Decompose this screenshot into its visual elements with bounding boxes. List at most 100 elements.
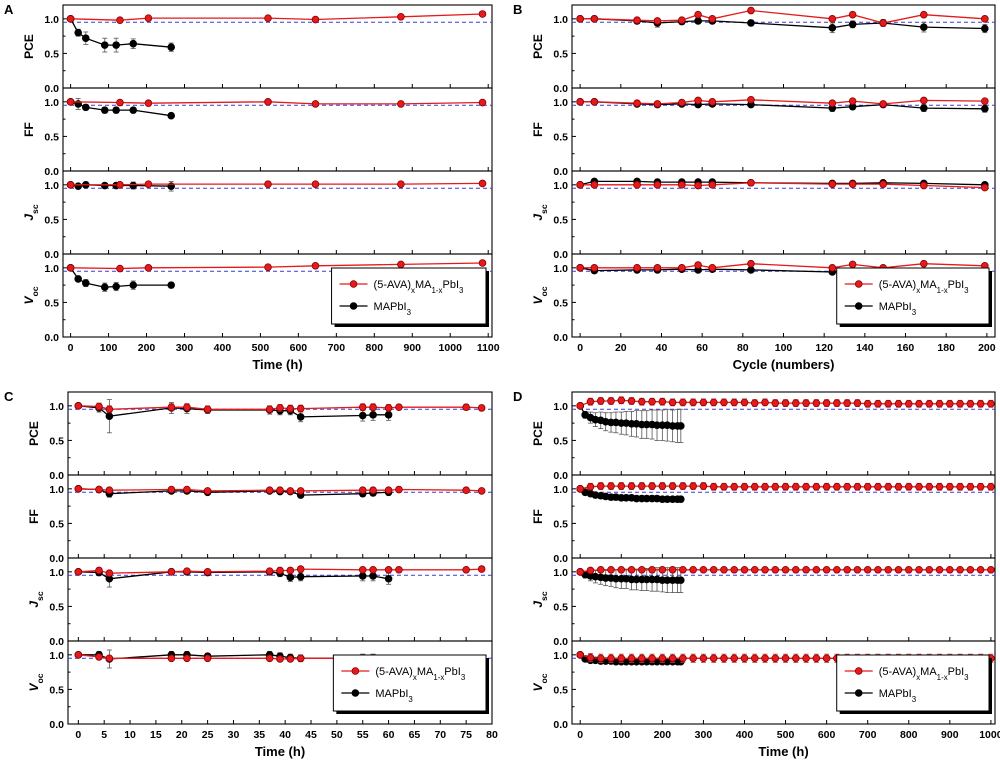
y-axis-label: Voc: [27, 673, 45, 691]
data-point: [822, 482, 831, 491]
data-point: [802, 565, 810, 574]
data-point: [100, 181, 109, 190]
legend-label: (5-AVA)xMA1-xPbI3: [374, 279, 464, 295]
y-axis-label: Jsc: [531, 591, 549, 607]
x-tick-label: 45: [305, 729, 317, 741]
data-point: [81, 103, 90, 112]
data-point: [750, 399, 759, 407]
data-point: [311, 15, 320, 24]
y-tick-label: 0.5: [553, 518, 568, 530]
subplot-pce: 0.0 0.5 1.0 PCE: [531, 4, 996, 95]
data-point: [112, 282, 120, 291]
y-tick-label: 0.0: [44, 83, 59, 95]
legend-label: (5-AVA)xMA1-xPbI3: [375, 666, 465, 682]
data-point: [822, 565, 831, 574]
data-point: [747, 259, 755, 268]
x-tick-label: 180: [937, 342, 955, 354]
data-point: [627, 397, 636, 405]
x-tick-label: 500: [252, 342, 270, 354]
data-point: [648, 565, 656, 574]
subplot-voc: 0.0 0.5 1.0 Voc (5-AVA)xMA1-xPbI3 MAPbI3: [27, 640, 493, 731]
data-point: [264, 14, 272, 22]
data-point: [946, 565, 954, 574]
data-point: [586, 653, 595, 662]
x-tick-label: 20: [176, 729, 188, 741]
data-point: [884, 482, 893, 491]
x-axis-label: Time (h): [758, 744, 808, 759]
data-point: [668, 482, 677, 490]
data-point: [576, 264, 584, 272]
data-point: [311, 261, 320, 270]
data-point: [966, 565, 975, 574]
data-point: [843, 399, 851, 407]
data-point: [781, 399, 790, 407]
data-point: [792, 399, 800, 407]
data-point: [720, 398, 728, 407]
legend-marker: [349, 302, 358, 310]
legend-label: MAPbI3: [879, 301, 917, 317]
data-point: [678, 16, 686, 25]
data-point: [116, 16, 124, 25]
series-mapbi3: [74, 399, 393, 434]
data-point: [987, 565, 995, 574]
subplot-ff: 0.0 0.5 1.0 FF: [22, 87, 493, 178]
data-point: [265, 567, 274, 575]
data-point: [369, 486, 377, 495]
legend-marker: [351, 667, 360, 675]
data-point: [848, 260, 857, 269]
subplot-frame: [62, 87, 493, 172]
series-line: [78, 405, 482, 410]
data-point: [976, 482, 985, 491]
data-point: [658, 654, 667, 663]
data-point: [167, 403, 176, 412]
data-point: [648, 397, 656, 406]
data-point: [792, 654, 800, 663]
data-point: [276, 566, 284, 575]
data-point: [95, 485, 103, 494]
data-point: [689, 654, 697, 663]
subplot-frame: [571, 640, 996, 725]
data-point: [668, 654, 677, 663]
y-tick-label: 1.0: [553, 650, 568, 662]
data-point: [576, 402, 585, 410]
data-point: [863, 482, 872, 491]
data-point: [812, 565, 821, 574]
data-point: [828, 99, 837, 108]
x-tick-label: 60: [696, 342, 708, 354]
data-point: [112, 106, 120, 114]
data-point: [590, 181, 599, 189]
y-axis-label: FF: [531, 509, 545, 524]
data-point: [863, 565, 872, 574]
data-point: [925, 399, 934, 408]
subplot-jsc: 0.0 0.5 1.0 Jsc: [27, 557, 493, 648]
data-point: [478, 10, 487, 18]
data-point: [792, 565, 800, 574]
data-point: [462, 565, 470, 574]
data-point: [677, 495, 685, 504]
x-tick-label: 70: [434, 729, 446, 741]
data-point: [590, 15, 599, 23]
data-point: [904, 482, 913, 491]
data-point: [74, 275, 82, 283]
data-point: [265, 654, 274, 663]
data-point: [607, 654, 615, 663]
data-point: [761, 565, 769, 574]
data-point: [358, 403, 367, 412]
panel-a: A0.00.51.0PCE0.00.51.0FF0.00.51.0Jsc0.00…: [4, 2, 500, 372]
data-point: [397, 12, 405, 21]
y-tick-label: 1.0: [553, 567, 568, 579]
data-point: [802, 654, 810, 663]
y-tick-label: 0.5: [49, 518, 64, 530]
data-point: [286, 655, 295, 663]
data-point: [668, 398, 677, 407]
data-point: [694, 10, 702, 19]
y-tick-label: 0.0: [44, 332, 59, 344]
data-point: [946, 399, 954, 408]
data-point: [477, 404, 486, 412]
y-tick-label: 0.5: [49, 684, 64, 696]
data-point: [802, 399, 810, 407]
data-point: [879, 100, 887, 108]
data-point: [879, 180, 887, 188]
legend-marker: [854, 689, 863, 697]
data-point: [617, 654, 626, 663]
